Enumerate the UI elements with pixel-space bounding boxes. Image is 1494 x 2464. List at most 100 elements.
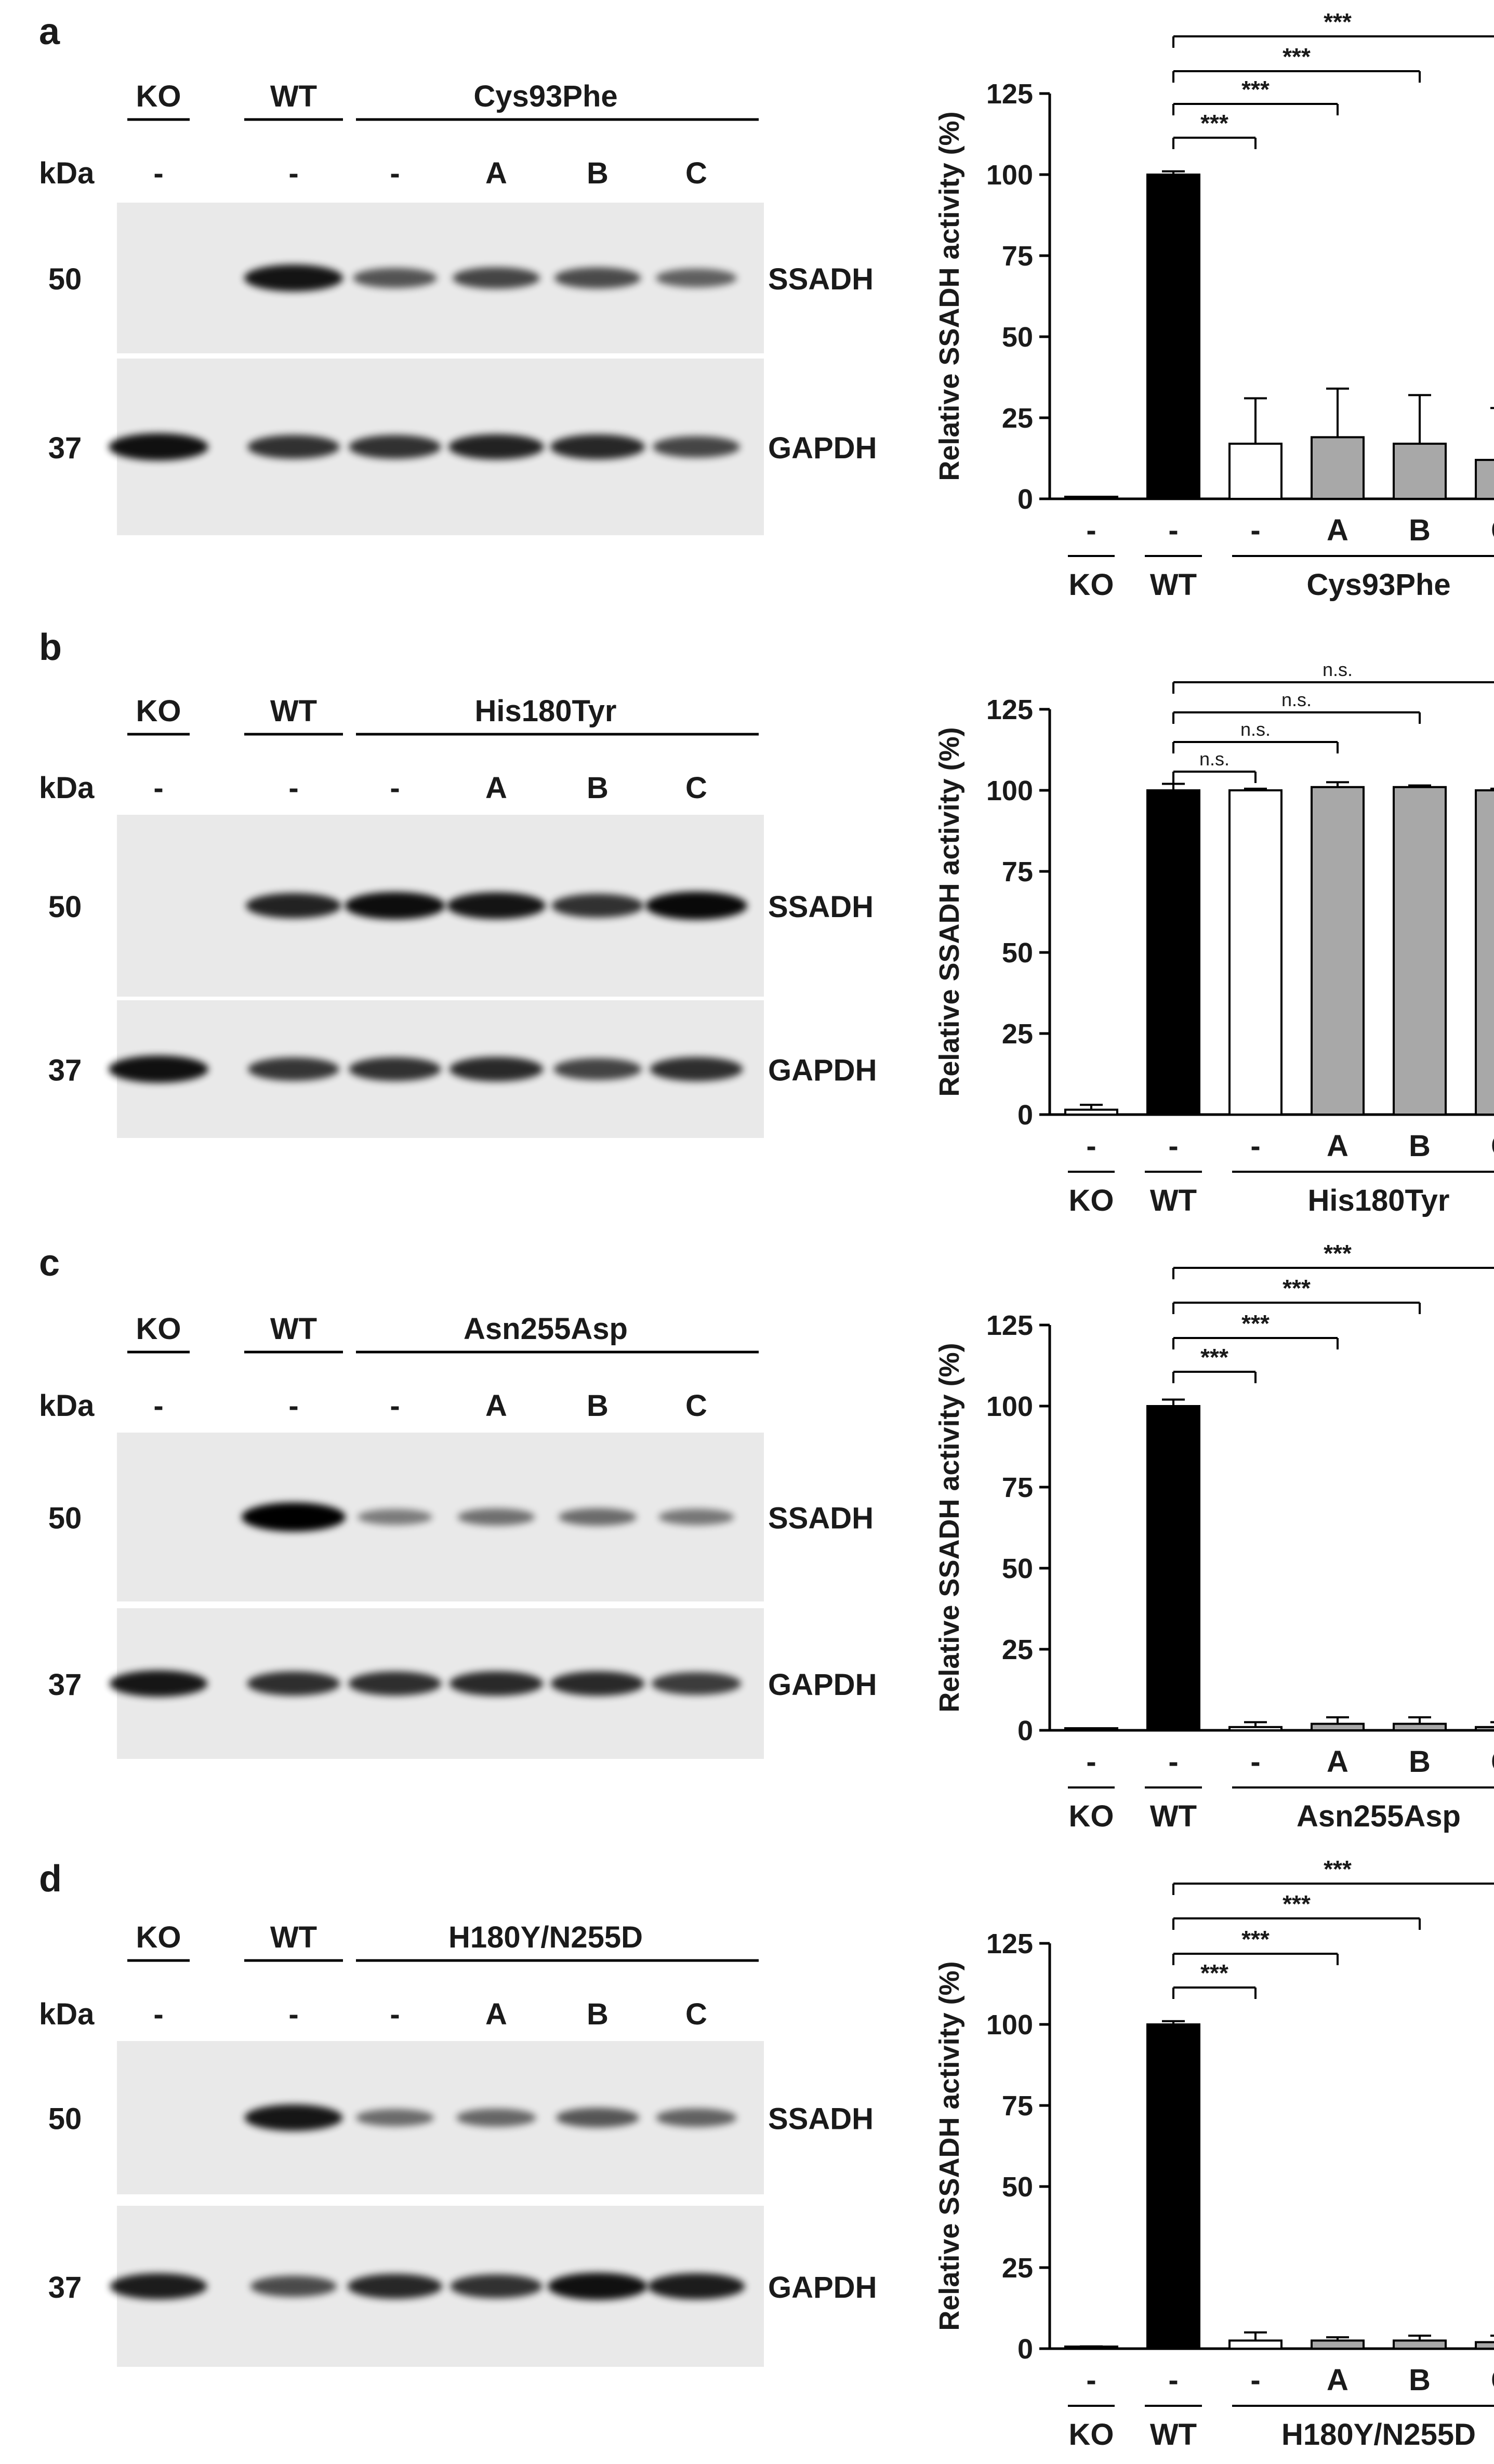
ssadh-membrane — [117, 2041, 764, 2194]
y-axis-title: Relative SSADH activity (%) — [934, 111, 965, 481]
group-label-wt: WT — [270, 1920, 317, 1954]
group-label-ko: KO — [136, 80, 181, 113]
gapdh-band — [647, 2273, 745, 2300]
gapdh-band — [448, 434, 544, 460]
ssadh-membrane — [117, 815, 764, 997]
y-tick-label: 50 — [1002, 1553, 1033, 1584]
marker-gapdh: 37 — [48, 431, 82, 465]
x-tick-label: - — [1168, 513, 1178, 547]
x-tick-label: - — [1086, 1745, 1096, 1779]
lane-label: B — [587, 771, 609, 805]
group-label-ko: KO — [136, 1312, 181, 1346]
significance-label: *** — [1283, 43, 1311, 70]
western-blot: KO WT His180Tyr kDa - - - A B C 50 SSADH 37 GAPDH — [39, 694, 877, 1138]
x-tick-label: - — [1250, 1129, 1260, 1163]
bar — [1064, 496, 1118, 500]
gapdh-band — [653, 436, 740, 458]
gapdh-label: GAPDH — [768, 1668, 877, 1702]
western-blot: KO WT Cys93Phe kDa - - - A B C 50 SSADH 37 GAPDH — [39, 80, 877, 535]
gapdh-membrane — [110, 2206, 764, 2367]
significance-label: n.s. — [1323, 659, 1353, 680]
group-label-wt: WT — [270, 694, 317, 728]
y-axis-title: Relative SSADH activity (%) — [934, 727, 965, 1096]
lane-label: - — [288, 1997, 298, 2031]
lane-label: - — [288, 1389, 298, 1423]
x-tick-label: - — [1086, 1129, 1096, 1163]
significance-label: *** — [1241, 76, 1270, 103]
bar — [1228, 2339, 1283, 2350]
bar — [1311, 1723, 1365, 1732]
x-tick-label: - — [1168, 2363, 1178, 2397]
significance-label: *** — [1241, 1926, 1270, 1953]
y-tick-label: 0 — [1017, 1715, 1033, 1746]
gapdh-band — [247, 435, 340, 459]
y-tick-label: 25 — [1002, 1634, 1033, 1665]
bar — [1146, 789, 1200, 1116]
gapdh-membrane — [109, 359, 764, 535]
bar — [1475, 1726, 1494, 1732]
x-tick-label: B — [1409, 1129, 1431, 1163]
significance-bracket: *** — [1172, 1856, 1494, 1895]
x-tick-label: C — [1491, 2363, 1494, 2397]
panel-label: a — [39, 11, 60, 52]
x-tick-label: B — [1409, 513, 1431, 547]
y-tick-label: 125 — [986, 1928, 1033, 1959]
x-tick-label: - — [1250, 1745, 1260, 1779]
x-tick-label: - — [1086, 513, 1096, 547]
gapdh-band — [449, 1056, 544, 1082]
gapdh-band — [247, 1671, 340, 1696]
lane-label: - — [390, 156, 400, 190]
gapdh-band — [349, 1057, 441, 1081]
y-tick-label: 125 — [986, 694, 1033, 725]
y-tick-label: 50 — [1002, 937, 1033, 969]
x-group-label-mutant: Cys93Phe — [1306, 568, 1450, 602]
x-tick-label: B — [1409, 1745, 1431, 1779]
ssadh-label: SSADH — [768, 2102, 874, 2136]
ssadh-band — [358, 1509, 432, 1525]
bar — [1311, 786, 1365, 1116]
gapdh-band — [349, 435, 441, 459]
panel-label: b — [39, 627, 62, 668]
x-tick-label: A — [1327, 513, 1348, 547]
significance-bracket: *** — [1172, 110, 1257, 149]
gapdh-band — [348, 1671, 442, 1696]
significance-bracket: *** — [1172, 1890, 1421, 1930]
ssadh-membrane — [117, 203, 764, 353]
x-tick-label: C — [1491, 1745, 1494, 1779]
group-label-ko: KO — [136, 694, 181, 728]
ssadh-band — [353, 268, 437, 288]
x-tick-label: - — [1250, 513, 1260, 547]
lane-label: - — [390, 1997, 400, 2031]
lane-label: C — [685, 156, 707, 190]
kda-label: kDa — [39, 1389, 95, 1423]
ssadh-label: SSADH — [768, 262, 874, 296]
y-tick-label: 25 — [1002, 1018, 1033, 1050]
bar — [1146, 1405, 1200, 1731]
panel-d: d KO WT H180Y/N255D kDa - - - A B C 50 SSADH 37 GAPDH 0… — [39, 1856, 1494, 2452]
significance-bracket: *** — [1172, 1240, 1494, 1279]
x-tick-label: - — [1250, 2363, 1260, 2397]
significance-label: *** — [1324, 1856, 1352, 1883]
group-label-mutant: Asn255Asp — [464, 1312, 628, 1346]
bar — [1393, 1723, 1447, 1732]
x-tick-label: A — [1327, 1129, 1348, 1163]
gapdh-band — [548, 2272, 647, 2300]
marker-ssadh: 50 — [48, 2102, 82, 2136]
y-tick-label: 25 — [1002, 2253, 1033, 2284]
significance-label: *** — [1241, 1310, 1270, 1337]
group-label-mutant: H180Y/N255D — [448, 1920, 643, 1954]
significance-label: *** — [1283, 1890, 1311, 1917]
gapdh-membrane — [109, 1000, 764, 1138]
marker-gapdh: 37 — [48, 1668, 82, 1702]
western-blot: KO WT H180Y/N255D kDa - - - A B C 50 SSADH 37 GAPDH — [39, 1920, 877, 2367]
y-tick-label: 100 — [986, 2009, 1033, 2041]
x-group-label-wt: WT — [1150, 568, 1197, 602]
ssadh-band — [645, 891, 747, 920]
significance-bracket: *** — [1172, 1310, 1339, 1349]
significance-bracket: *** — [1172, 1959, 1257, 1999]
panel-a: a KO WT Cys93Phe kDa - - - A B C 50 SSADH 37 GAPDH 0 25 5… — [39, 8, 1494, 602]
marker-ssadh: 50 — [48, 1502, 82, 1535]
marker-ssadh: 50 — [48, 262, 82, 296]
ssadh-band — [345, 892, 445, 920]
y-tick-label: 125 — [986, 78, 1033, 110]
